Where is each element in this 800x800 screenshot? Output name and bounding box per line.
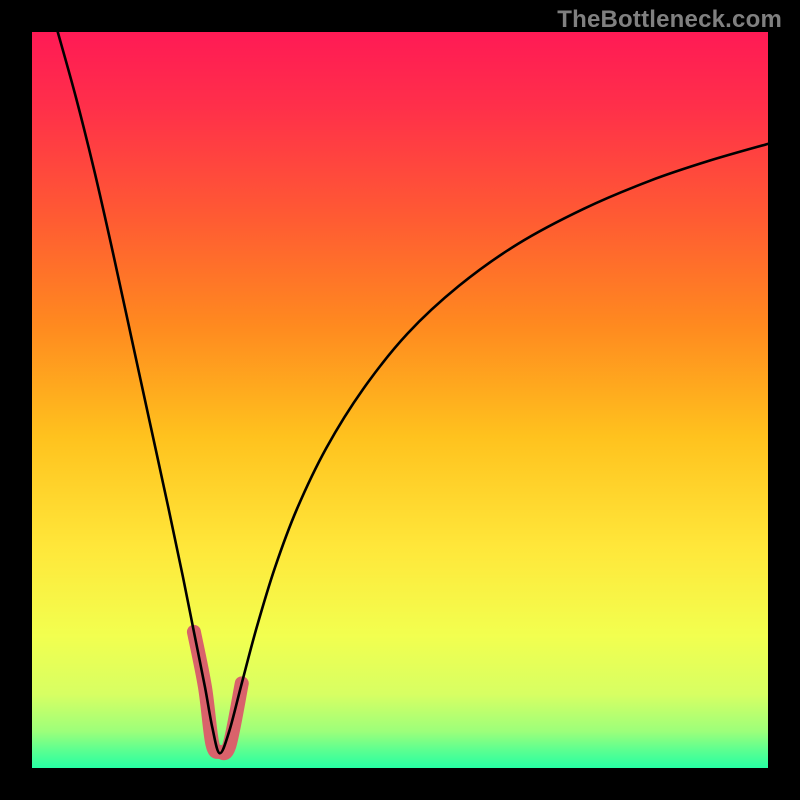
highlight-region (194, 632, 242, 753)
watermark-text: TheBottleneck.com (557, 6, 782, 34)
chart-container: TheBottleneck.com (0, 0, 800, 800)
bottleneck-curve (58, 32, 768, 753)
curve-layer (0, 0, 800, 800)
